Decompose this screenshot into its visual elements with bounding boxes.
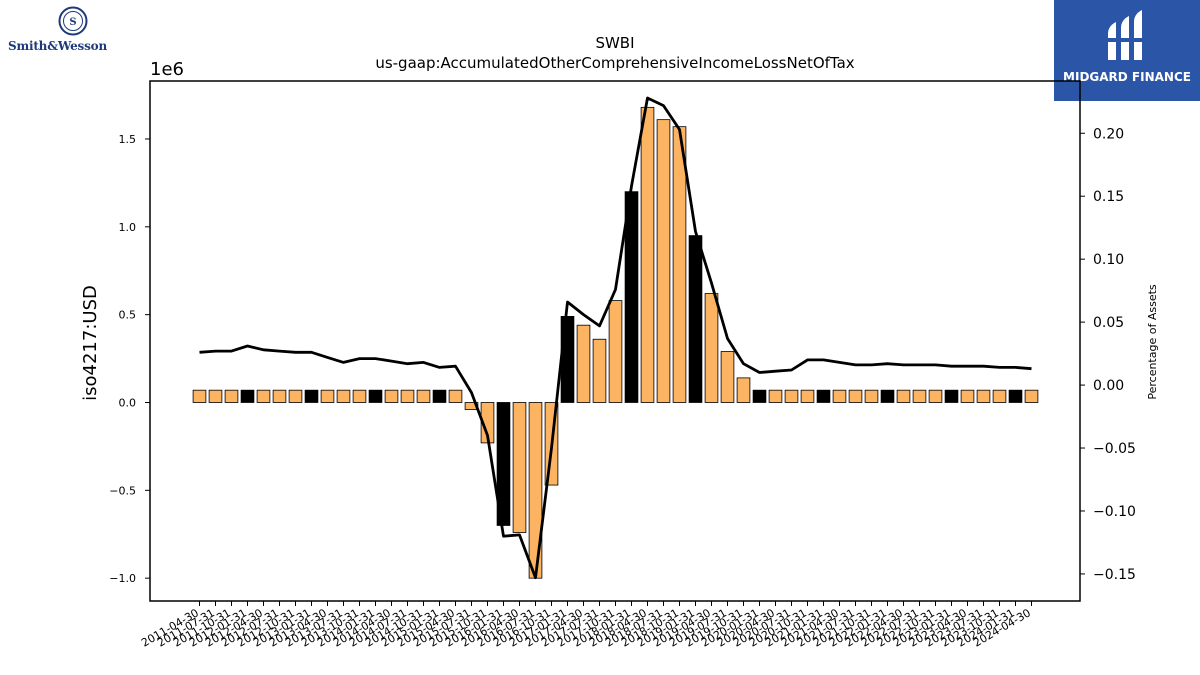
bar bbox=[496, 402, 511, 526]
y2-tick-label: −0.15 bbox=[1093, 567, 1136, 583]
emblem-icon: S bbox=[58, 6, 88, 36]
y-tick-label: −0.5 bbox=[109, 484, 136, 497]
bar bbox=[704, 293, 719, 403]
bar bbox=[656, 119, 671, 403]
y2-tick-label: −0.05 bbox=[1093, 441, 1136, 457]
y-axis-label: iso4217:USD bbox=[80, 285, 101, 401]
y2-tick-label: 0.00 bbox=[1093, 378, 1124, 394]
y-tick-label: 1.5 bbox=[119, 133, 137, 146]
bar bbox=[832, 389, 847, 403]
bar bbox=[576, 324, 591, 403]
bar bbox=[304, 389, 319, 403]
bar bbox=[752, 389, 767, 403]
midgard-finance-logo: MIDGARD FINANCE bbox=[1054, 0, 1200, 101]
bar bbox=[1024, 389, 1039, 403]
bar bbox=[608, 300, 623, 403]
bar bbox=[416, 389, 431, 403]
bar bbox=[560, 316, 575, 403]
bar bbox=[336, 389, 351, 403]
bar bbox=[928, 389, 943, 403]
bar bbox=[224, 389, 239, 403]
bar bbox=[512, 402, 527, 533]
bar bbox=[848, 389, 863, 403]
bar bbox=[240, 389, 255, 403]
bar bbox=[816, 389, 831, 403]
bar bbox=[368, 389, 383, 403]
bar bbox=[800, 389, 815, 403]
svg-text:S: S bbox=[69, 17, 76, 28]
bar bbox=[352, 389, 367, 403]
y2-tick-label: 0.05 bbox=[1093, 315, 1124, 331]
smith-wesson-logo: S Smith&Wesson bbox=[8, 6, 128, 56]
bar bbox=[944, 389, 959, 403]
bar bbox=[912, 389, 927, 403]
bar bbox=[448, 389, 463, 403]
bar bbox=[320, 389, 335, 403]
left-brand-name: Smith&Wesson bbox=[8, 39, 107, 53]
bar bbox=[864, 389, 879, 403]
y2-tick-label: 0.10 bbox=[1093, 252, 1124, 268]
bar bbox=[976, 389, 991, 403]
y2-tick-label: 0.15 bbox=[1093, 189, 1124, 205]
bar bbox=[768, 389, 783, 403]
y-tick-label: 0.5 bbox=[119, 309, 137, 322]
bar bbox=[784, 389, 799, 403]
bar bbox=[208, 389, 223, 403]
y-tick-label: 1.0 bbox=[119, 221, 137, 234]
bar bbox=[640, 106, 655, 403]
bar bbox=[1008, 389, 1023, 403]
right-brand-name: MIDGARD FINANCE bbox=[1063, 70, 1191, 84]
bar bbox=[992, 389, 1007, 403]
y2-axis-label: Percentage of Assets bbox=[1146, 284, 1159, 400]
chart-title: SWBI bbox=[595, 34, 634, 52]
bar bbox=[272, 389, 287, 403]
bar bbox=[288, 389, 303, 403]
chart-subtitle: us-gaap:AccumulatedOtherComprehensiveInc… bbox=[375, 54, 854, 72]
plot-frame bbox=[149, 80, 1081, 602]
bar bbox=[432, 389, 447, 403]
bar bbox=[672, 126, 687, 403]
bar bbox=[384, 389, 399, 403]
y-offset-label: 1e6 bbox=[150, 59, 184, 80]
y2-tick-label: −0.10 bbox=[1093, 504, 1136, 520]
bar bbox=[256, 389, 271, 403]
percentage-line bbox=[199, 96, 1032, 580]
y2-tick-label: 0.20 bbox=[1093, 126, 1124, 142]
bar bbox=[720, 351, 735, 403]
bar bbox=[880, 389, 895, 403]
bar bbox=[592, 338, 607, 403]
y-tick-label: −1.0 bbox=[109, 572, 136, 585]
bar bbox=[960, 389, 975, 403]
bar bbox=[736, 377, 751, 403]
bar bbox=[400, 389, 415, 403]
bar bbox=[896, 389, 911, 403]
midgard-mark-icon bbox=[1106, 10, 1146, 60]
y-tick-label: 0.0 bbox=[119, 396, 137, 409]
bar bbox=[192, 389, 207, 403]
bar bbox=[688, 235, 703, 403]
